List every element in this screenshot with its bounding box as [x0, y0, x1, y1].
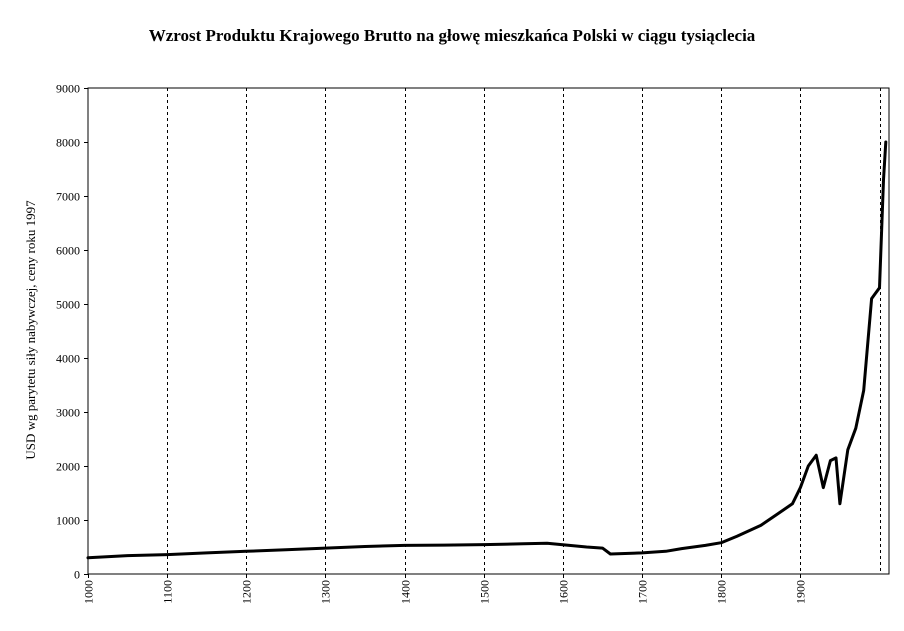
axis-ticks: 0100020003000400050006000700080009000100… — [56, 82, 808, 605]
gridlines — [168, 88, 881, 574]
data-series — [88, 142, 886, 558]
y-tick-label-0: 0 — [74, 568, 80, 582]
y-tick-label-9000: 9000 — [56, 82, 80, 96]
x-tick-label-1100: 1100 — [161, 580, 175, 604]
x-tick-label-1900: 1900 — [794, 580, 808, 604]
y-tick-label-2000: 2000 — [56, 460, 80, 474]
y-tick-label-8000: 8000 — [56, 136, 80, 150]
y-tick-label-3000: 3000 — [56, 406, 80, 420]
y-tick-label-6000: 6000 — [56, 244, 80, 258]
y-tick-label-4000: 4000 — [56, 352, 80, 366]
y-tick-label-5000: 5000 — [56, 298, 80, 312]
chart-title: Wzrost Produktu Krajowego Brutto na głow… — [149, 26, 756, 45]
series-line-0 — [88, 142, 886, 558]
x-tick-label-1300: 1300 — [319, 580, 333, 604]
x-tick-label-1200: 1200 — [240, 580, 254, 604]
x-tick-label-1400: 1400 — [399, 580, 413, 604]
y-axis-label: USD wg parytetu siły nabywczej, ceny rok… — [23, 200, 38, 460]
x-tick-label-1000: 1000 — [82, 580, 96, 604]
y-tick-label-7000: 7000 — [56, 190, 80, 204]
x-tick-label-1700: 1700 — [636, 580, 650, 604]
plot-area — [88, 88, 889, 574]
x-tick-label-1500: 1500 — [478, 580, 492, 604]
y-tick-label-1000: 1000 — [56, 514, 80, 528]
x-tick-label-1800: 1800 — [715, 580, 729, 604]
x-tick-label-1600: 1600 — [557, 580, 571, 604]
